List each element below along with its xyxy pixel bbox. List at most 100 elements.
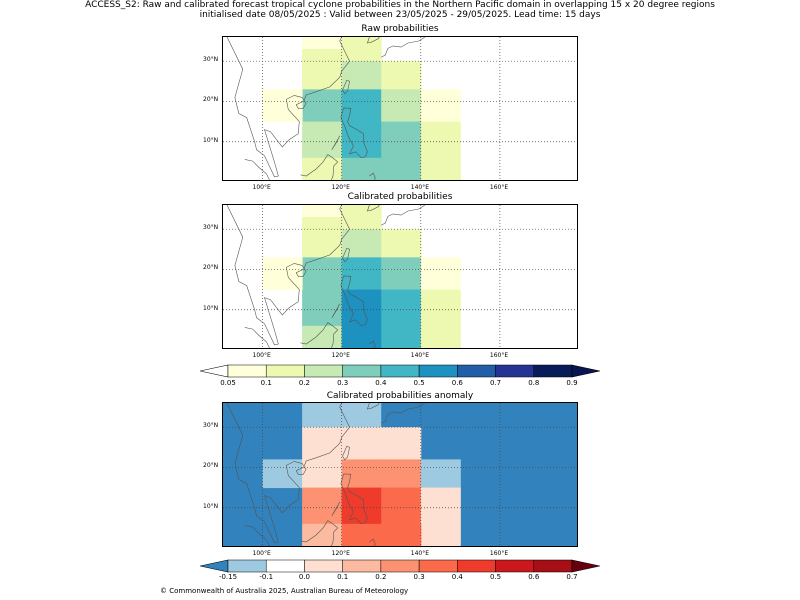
coastline	[295, 466, 307, 475]
probability-cell	[302, 217, 343, 258]
colorbar-segment	[342, 559, 382, 573]
probability-cell	[341, 523, 382, 546]
colorbar-under-arrow	[199, 364, 229, 378]
colorbar-segment	[418, 559, 458, 573]
probability-cell	[381, 121, 422, 159]
colorbar-over-arrow	[571, 559, 601, 573]
colorbar-tick-label: -0.1	[259, 573, 274, 581]
anomaly-map	[222, 402, 578, 547]
colorbar-segment	[380, 559, 420, 573]
colorbar-over-arrow	[571, 364, 601, 378]
y-tick-label: 10°N	[203, 136, 219, 144]
colorbar-under-arrow	[199, 559, 229, 573]
colorbar-segment	[227, 364, 267, 378]
anomaly-colorbar	[199, 558, 601, 573]
coastline	[340, 473, 368, 525]
y-tick-label: 10°N	[203, 304, 219, 312]
probability-cell	[302, 89, 343, 123]
coastline	[342, 79, 350, 95]
probability-cell	[302, 487, 343, 525]
coastline	[340, 275, 368, 327]
x-tick-label: 140°E	[410, 550, 430, 557]
probability-cell	[381, 257, 422, 291]
coastline	[300, 520, 339, 546]
colorbar-tick-label: 0.9	[566, 379, 578, 387]
colorbar-segment	[533, 559, 573, 573]
coastline	[369, 172, 376, 180]
coastline	[295, 100, 307, 109]
colorbar-tick-label: 0.3	[337, 379, 349, 387]
probability-cell	[262, 459, 303, 489]
probability-cell	[341, 487, 382, 525]
probability-cell	[381, 403, 422, 428]
coastline	[244, 327, 270, 348]
figure-title-line2: initialised date 08/05/2025 : Valid betw…	[199, 10, 601, 20]
x-tick-label: 100°E	[252, 550, 271, 557]
colorbar-segment	[457, 559, 496, 573]
coastline	[244, 525, 270, 546]
x-tick-label: 160°E	[489, 352, 509, 359]
probability-colorbar	[199, 363, 601, 378]
probability-cell	[302, 459, 343, 489]
coastline	[295, 268, 307, 277]
figure-title-line1: ACCESS_S2: Raw and calibrated forecast t…	[85, 0, 715, 10]
y-tick-label: 10°N	[203, 502, 219, 510]
coastline	[366, 205, 380, 212]
probability-cell	[341, 157, 382, 180]
x-tick-label: 120°E	[331, 550, 350, 557]
probability-cell	[381, 427, 422, 460]
colorbar-tick-label: 0.05	[220, 379, 236, 387]
x-tick-label: 140°E	[410, 184, 430, 191]
coastline	[381, 403, 425, 424]
probability-cell	[302, 205, 343, 218]
x-tick-label: 120°E	[331, 352, 350, 359]
colorbar-segment	[457, 364, 496, 378]
coastline	[369, 340, 376, 348]
colorbar-tick-label: 0.6	[528, 573, 540, 581]
calibrated-probabilities-plot	[223, 205, 577, 348]
calibrated-probabilities-map	[222, 204, 578, 349]
probability-cell	[341, 205, 382, 230]
coastline	[342, 247, 350, 263]
probability-cell	[341, 229, 382, 258]
colorbar-segment	[418, 364, 458, 378]
probability-cell	[341, 89, 382, 123]
colorbar-tick-label: 0.7	[489, 379, 502, 387]
coastline	[331, 303, 340, 318]
colorbar-tick-label: 0.5	[413, 379, 425, 387]
probability-cell	[302, 157, 343, 180]
probability-colorbar-graphic	[199, 364, 601, 378]
probability-cell	[420, 289, 461, 348]
colorbar-tick-label: 0.3	[413, 573, 425, 581]
probability-cell	[302, 49, 343, 90]
probability-cell	[341, 37, 382, 62]
raw-probabilities-plot	[223, 37, 577, 180]
colorbar-tick-label: 0.6	[451, 379, 463, 387]
probability-cell	[302, 37, 343, 50]
y-tick-label: 30°N	[203, 224, 219, 232]
y-tick-label: 20°N	[203, 462, 219, 470]
coastline	[340, 107, 368, 159]
probability-cell	[302, 523, 343, 546]
y-tick-label: 20°N	[203, 96, 219, 104]
colorbar-tick-label: 0.5	[489, 573, 502, 581]
y-tick-label: 20°N	[203, 264, 219, 272]
probability-cell	[302, 257, 343, 291]
probability-cell	[381, 229, 422, 258]
colorbar-tick-label: 0.4	[451, 573, 463, 581]
coastline	[342, 445, 350, 461]
anomaly-colorbar-graphic	[199, 559, 601, 573]
probability-cell	[302, 289, 343, 327]
x-tick-label: 100°E	[252, 184, 271, 191]
coastline	[244, 159, 270, 180]
probability-cell	[341, 427, 382, 460]
colorbar-tick-label: 0.4	[375, 379, 387, 387]
probability-cell	[302, 325, 343, 348]
colorbar-segment	[533, 364, 573, 378]
colorbar-segment	[304, 364, 343, 378]
probability-cell	[381, 89, 422, 123]
probability-cell	[341, 289, 382, 348]
probability-cell	[420, 459, 461, 489]
probability-cell	[341, 459, 382, 489]
colorbar-segment	[265, 364, 305, 378]
